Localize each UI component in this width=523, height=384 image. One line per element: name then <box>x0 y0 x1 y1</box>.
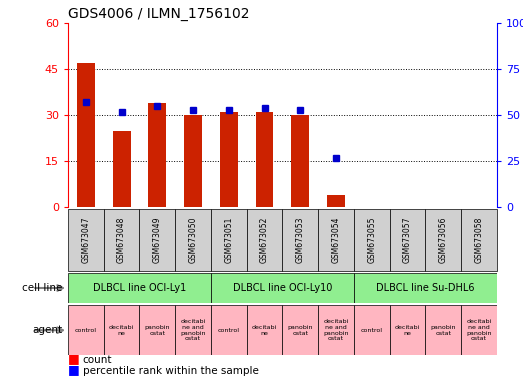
FancyBboxPatch shape <box>354 305 390 355</box>
Bar <box>149 103 166 207</box>
FancyBboxPatch shape <box>175 209 211 271</box>
Text: GSM673058: GSM673058 <box>474 217 483 263</box>
Text: percentile rank within the sample: percentile rank within the sample <box>83 366 258 376</box>
Text: decitabi
ne: decitabi ne <box>395 325 420 336</box>
Text: panobin
ostat: panobin ostat <box>144 325 170 336</box>
FancyBboxPatch shape <box>425 305 461 355</box>
Text: GSM673053: GSM673053 <box>296 217 305 263</box>
Text: control: control <box>361 328 383 333</box>
FancyBboxPatch shape <box>247 209 282 271</box>
Text: GSM673057: GSM673057 <box>403 217 412 263</box>
Text: GSM673050: GSM673050 <box>189 217 198 263</box>
FancyBboxPatch shape <box>318 209 354 271</box>
Text: decitabi
ne: decitabi ne <box>109 325 134 336</box>
FancyBboxPatch shape <box>461 305 497 355</box>
FancyBboxPatch shape <box>461 209 497 271</box>
FancyBboxPatch shape <box>390 305 425 355</box>
FancyBboxPatch shape <box>140 209 175 271</box>
FancyBboxPatch shape <box>390 209 425 271</box>
Bar <box>220 112 238 207</box>
Text: DLBCL line Su-DHL6: DLBCL line Su-DHL6 <box>376 283 475 293</box>
Text: GSM673049: GSM673049 <box>153 217 162 263</box>
Text: control: control <box>75 328 97 333</box>
FancyBboxPatch shape <box>68 209 104 271</box>
FancyBboxPatch shape <box>354 273 497 303</box>
Bar <box>184 115 202 207</box>
Text: ■: ■ <box>68 363 79 376</box>
FancyBboxPatch shape <box>104 305 140 355</box>
FancyBboxPatch shape <box>211 305 247 355</box>
FancyBboxPatch shape <box>68 305 104 355</box>
Text: decitabi
ne and
panobin
ostat: decitabi ne and panobin ostat <box>323 319 349 341</box>
FancyBboxPatch shape <box>282 305 318 355</box>
Text: panobin
ostat: panobin ostat <box>288 325 313 336</box>
Text: GSM673054: GSM673054 <box>332 217 340 263</box>
Text: GSM673052: GSM673052 <box>260 217 269 263</box>
Text: DLBCL line OCI-Ly1: DLBCL line OCI-Ly1 <box>93 283 186 293</box>
Text: GDS4006 / ILMN_1756102: GDS4006 / ILMN_1756102 <box>68 7 249 21</box>
FancyBboxPatch shape <box>425 209 461 271</box>
Text: panobin
ostat: panobin ostat <box>430 325 456 336</box>
Text: GSM673055: GSM673055 <box>367 217 376 263</box>
Text: decitabi
ne and
panobin
ostat: decitabi ne and panobin ostat <box>180 319 206 341</box>
FancyBboxPatch shape <box>140 305 175 355</box>
Bar <box>256 112 274 207</box>
FancyBboxPatch shape <box>247 305 282 355</box>
FancyBboxPatch shape <box>318 305 354 355</box>
FancyBboxPatch shape <box>211 209 247 271</box>
Text: count: count <box>83 355 112 365</box>
Text: GSM673056: GSM673056 <box>439 217 448 263</box>
FancyBboxPatch shape <box>282 209 318 271</box>
Text: decitabi
ne and
panobin
ostat: decitabi ne and panobin ostat <box>466 319 492 341</box>
Bar <box>77 63 95 207</box>
Text: GSM673047: GSM673047 <box>82 217 90 263</box>
Text: cell line: cell line <box>22 283 63 293</box>
FancyBboxPatch shape <box>175 305 211 355</box>
Bar <box>112 131 131 207</box>
Text: DLBCL line OCI-Ly10: DLBCL line OCI-Ly10 <box>233 283 332 293</box>
Bar <box>327 195 345 207</box>
Text: ■: ■ <box>68 352 79 365</box>
FancyBboxPatch shape <box>104 209 140 271</box>
FancyBboxPatch shape <box>211 273 354 303</box>
FancyBboxPatch shape <box>68 273 211 303</box>
Bar <box>291 115 309 207</box>
Text: control: control <box>218 328 240 333</box>
Text: GSM673048: GSM673048 <box>117 217 126 263</box>
Text: GSM673051: GSM673051 <box>224 217 233 263</box>
FancyBboxPatch shape <box>354 209 390 271</box>
Text: agent: agent <box>32 325 63 335</box>
Text: decitabi
ne: decitabi ne <box>252 325 277 336</box>
